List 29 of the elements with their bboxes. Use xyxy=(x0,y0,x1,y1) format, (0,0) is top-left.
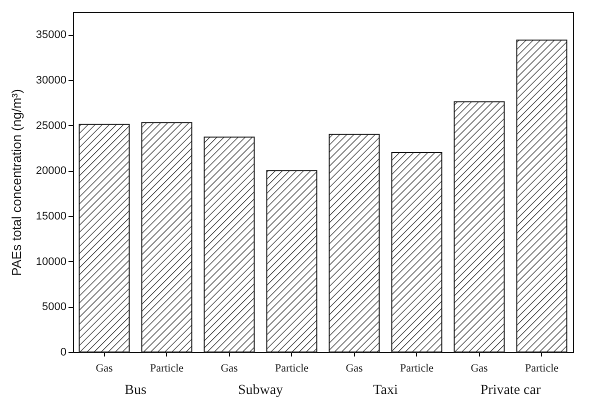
y-tick-label: 10000 xyxy=(36,256,66,268)
bar xyxy=(328,134,380,352)
x-tick-label: Particle xyxy=(150,362,184,374)
bar xyxy=(78,124,130,352)
x-tick-label: Gas xyxy=(220,362,238,374)
bar xyxy=(516,40,568,352)
y-axis-title: PAEs total concentration (ng/m³) xyxy=(8,89,24,276)
text: Taxi xyxy=(373,383,398,398)
y-tick-label: 0 xyxy=(60,346,66,358)
x-tick-label: Gas xyxy=(470,362,488,374)
text: Private car xyxy=(480,383,541,398)
bar xyxy=(141,122,192,352)
y-tick-label: 15000 xyxy=(36,210,66,222)
bar xyxy=(454,101,505,352)
x-tick-label: Particle xyxy=(400,362,434,374)
bar xyxy=(204,136,255,352)
x-tick-label: Gas xyxy=(346,362,363,374)
x-tick-label: Particle xyxy=(524,362,559,374)
text: Bus xyxy=(124,383,146,398)
y-tick-label: 5000 xyxy=(42,301,66,314)
y-tick-label: 20000 xyxy=(36,165,66,178)
y-tick-label: 30000 xyxy=(36,74,66,86)
y-tick-label: 35000 xyxy=(36,29,66,42)
text: Subway xyxy=(238,383,284,398)
x-tick-label: Gas xyxy=(96,362,113,374)
bar xyxy=(266,170,318,352)
x-tick-label: Particle xyxy=(274,362,309,374)
bar xyxy=(391,152,442,352)
y-tick-label: 25000 xyxy=(36,120,66,132)
